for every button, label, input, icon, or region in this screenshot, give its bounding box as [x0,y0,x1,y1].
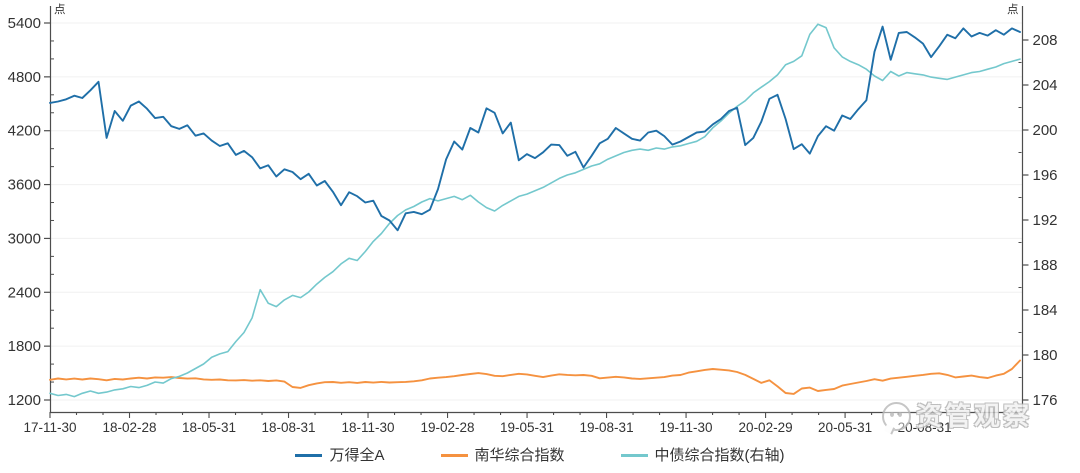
left-axis-tick-label: 2400 [8,284,41,301]
legend-line-swatch [440,453,468,457]
x-axis-tick-label: 19-08-31 [580,420,634,435]
right-axis-tick-label: 180 [1033,347,1058,364]
series-line-0 [49,25,1021,232]
x-axis-tick-label: 19-05-31 [500,420,554,435]
right-axis-tick-label: 188 [1033,257,1058,274]
left-axis-tick-label: 1800 [8,338,41,355]
x-axis-tick-label: 18-05-31 [182,420,236,435]
legend-line-swatch [620,453,648,457]
x-axis-tick-label: 20-02-29 [739,420,793,435]
legend-item-nanhua-composite: 南华综合指数 [440,444,565,465]
left-axis-tick-label: 3000 [8,230,41,247]
right-axis-tick-label: 184 [1033,302,1058,319]
right-axis-tick-label: 192 [1033,212,1058,229]
legend: 万得全A 南华综合指数 中债综合指数(右轴) [0,444,1080,465]
right-axis-unit-label: 点 [1007,3,1019,16]
series-line-2 [49,23,1021,398]
x-axis-tick-label: 20-05-31 [818,420,872,435]
right-axis-tick-label: 196 [1033,167,1058,184]
left-axis-tick-label: 3600 [8,177,41,194]
left-axis-tick-label: 1200 [8,392,41,409]
x-axis-tick-label: 17-11-30 [23,420,76,435]
x-axis-tick-label: 20-08-31 [898,420,952,435]
series-line-1 [49,359,1021,395]
left-axis-tick-label: 4800 [8,69,41,86]
right-axis-tick-label: 176 [1033,392,1058,409]
left-axis-unit-label: 点 [54,3,66,16]
x-axis-tick-label: 19-11-30 [660,420,713,435]
x-axis-tick-label: 18-08-31 [262,420,316,435]
x-axis-tick-label: 18-02-28 [102,420,156,435]
x-axis-tick-label: 18-11-30 [342,420,395,435]
right-axis-tick-label: 200 [1033,122,1058,139]
left-axis-tick-label: 5400 [8,15,41,32]
legend-label: 南华综合指数 [474,447,565,464]
legend-item-wind-all-a: 万得全A [295,444,385,465]
x-axis-tick-label: 19-02-28 [421,420,475,435]
legend-label: 中债综合指数(右轴) [654,447,785,464]
right-axis-tick-label: 208 [1033,32,1058,49]
left-axis-tick-label: 4200 [8,123,41,140]
right-axis-tick-label: 204 [1033,77,1058,94]
legend-item-chinabond-composite: 中债综合指数(右轴) [620,444,785,465]
legend-line-swatch [295,453,323,457]
legend-label: 万得全A [329,447,385,464]
